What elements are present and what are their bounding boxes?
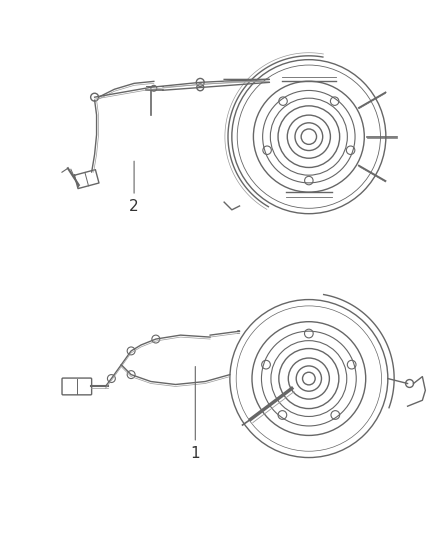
Text: 2: 2 xyxy=(129,161,139,214)
Text: 1: 1 xyxy=(191,367,200,461)
